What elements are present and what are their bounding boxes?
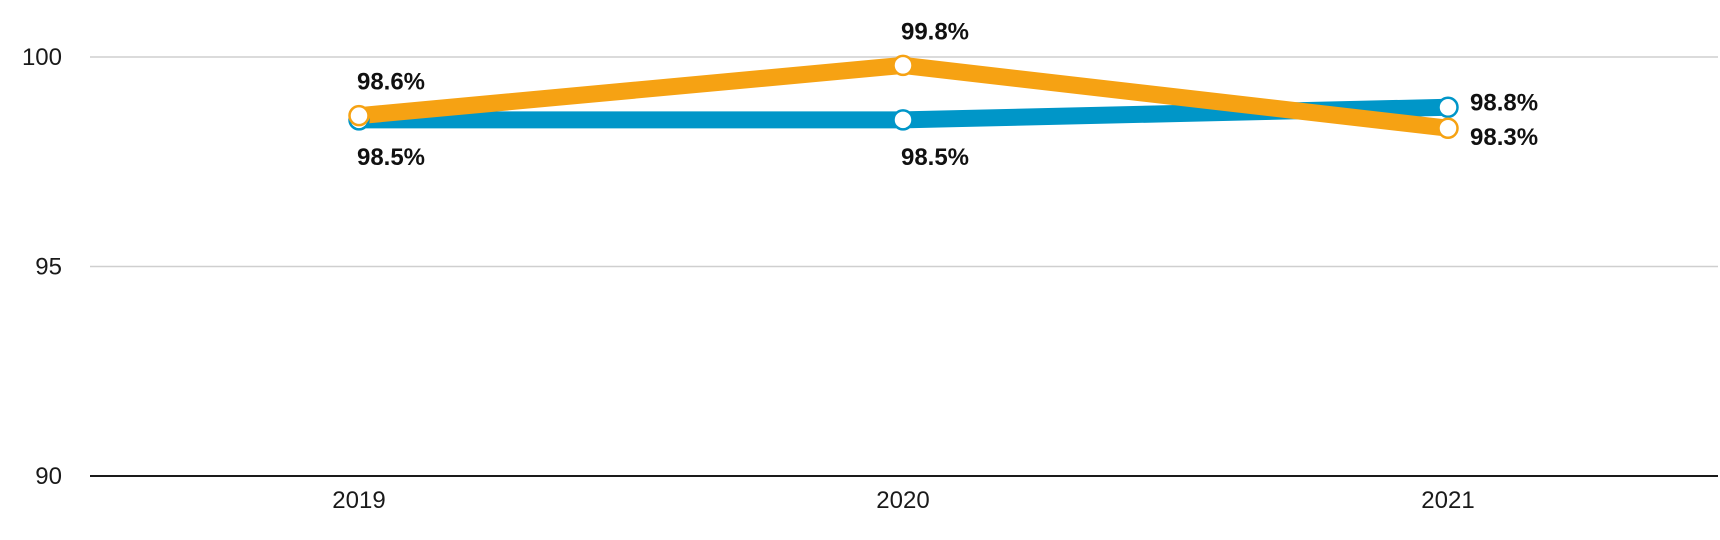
y-tick-label: 90 [35,463,62,490]
data-point-series-2 [1437,117,1459,139]
data-point-series-1 [1437,96,1459,119]
data-label-series-2: 98.6% [357,69,425,96]
series [348,54,1459,139]
data-point-series-1 [892,109,914,131]
data-label-series-2: 99.8% [901,18,969,45]
x-axis: 2019 2020 2021 [90,475,1718,514]
data-label-series-1: 98.5% [901,144,969,171]
data-point-series-2 [348,104,370,127]
y-tick-label: 100 [22,44,62,71]
y-axis: 90 95 100 [22,44,62,490]
y-tick-label: 95 [35,254,62,281]
x-tick-label: 2019 [332,487,385,514]
data-label-series-2: 98.3% [1470,124,1538,151]
x-tick-label: 2021 [1421,487,1474,514]
data-point-series-2 [892,54,914,77]
x-tick-label: 2020 [876,487,929,514]
data-label-series-1: 98.8% [1470,89,1538,116]
data-labels: 98.5% 98.6% 98.5% 99.8% 98.8% 98.3% [357,18,1538,170]
data-label-series-1: 98.5% [357,144,425,171]
